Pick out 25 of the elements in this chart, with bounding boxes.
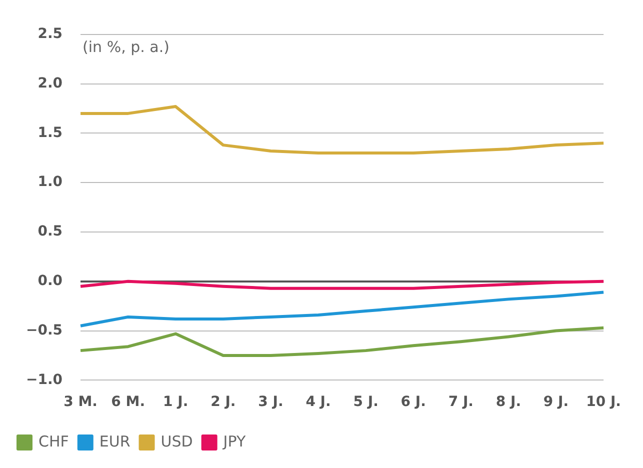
- x-tick-label: 8 J.: [496, 394, 522, 410]
- x-tick-label: 5 J.: [353, 394, 378, 410]
- x-tick-label: 3 J.: [258, 394, 284, 410]
- legend-label: USD: [160, 432, 193, 450]
- x-tick-label: 1 J.: [163, 394, 188, 410]
- y-tick-label: 2.5: [38, 26, 63, 42]
- legend-label: CHF: [38, 432, 69, 450]
- y-tick-label: −1.0: [26, 372, 63, 388]
- y-tick-label: 0.5: [38, 224, 63, 240]
- legend-label: JPY: [222, 432, 246, 450]
- y-tick-label: 0.0: [38, 273, 63, 290]
- x-tick-label: 9 J.: [543, 394, 569, 410]
- y-tick-label: 2.0: [38, 75, 63, 92]
- x-tick-label: 7 J.: [448, 394, 474, 410]
- legend-label: EUR: [99, 432, 130, 450]
- x-tick-label: 2 J.: [210, 394, 236, 410]
- x-tick-label: 6 M.: [111, 394, 146, 410]
- chart-subtitle: (in %, p. a.): [82, 38, 170, 56]
- x-tick-label: 4 J.: [306, 394, 331, 410]
- x-tick-label: 6 J.: [400, 394, 426, 410]
- y-tick-label: 1.0: [38, 174, 63, 190]
- x-tick-label: 10 J.: [586, 394, 622, 410]
- y-tick-label: 1.5: [38, 124, 63, 141]
- y-tick-label: −0.5: [26, 322, 63, 338]
- x-tick-label: 3 M.: [64, 394, 98, 410]
